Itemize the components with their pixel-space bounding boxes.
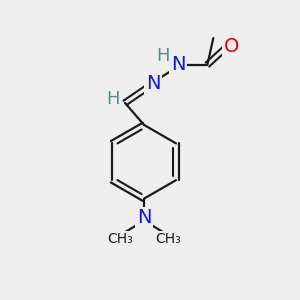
Text: CH₃: CH₃ [155, 232, 181, 246]
Text: O: O [224, 38, 239, 56]
Text: N: N [146, 74, 160, 93]
Text: CH₃: CH₃ [108, 232, 134, 246]
Text: N: N [137, 208, 152, 227]
Text: H: H [106, 90, 119, 108]
Text: H: H [156, 47, 169, 65]
Text: N: N [171, 55, 185, 74]
